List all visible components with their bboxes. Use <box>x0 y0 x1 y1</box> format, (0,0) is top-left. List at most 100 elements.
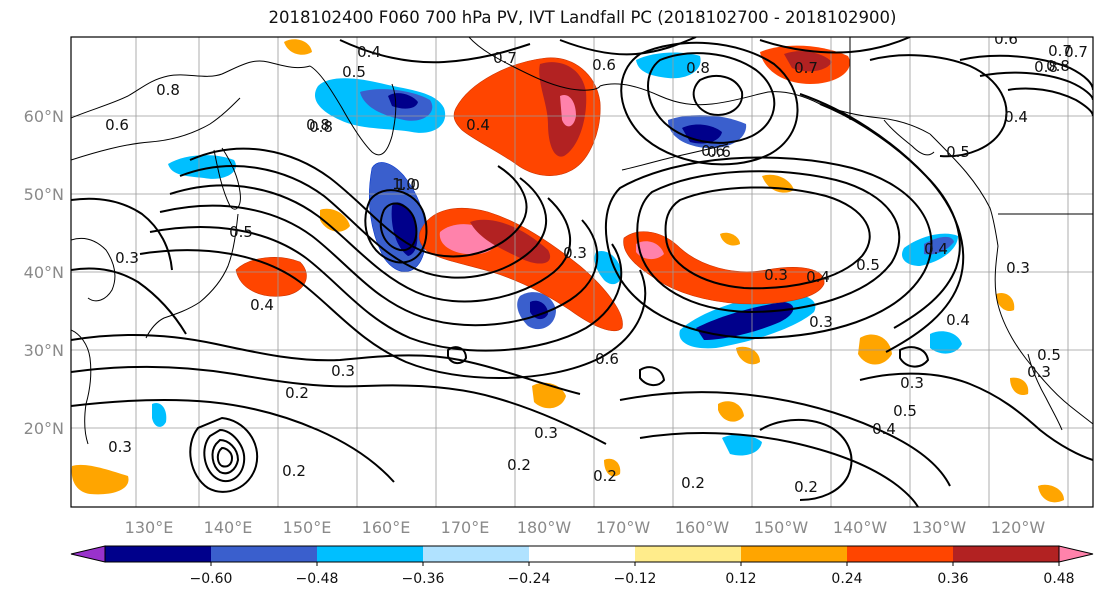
contour-label: 0.3 <box>1027 363 1051 381</box>
contour-label: 0.2 <box>507 456 531 474</box>
contour-ne-corner-2 <box>979 71 1093 101</box>
lat-tick-label: 60°N <box>24 107 64 126</box>
contour-east-sub-1 <box>619 391 951 487</box>
contour-label: 0.6 <box>105 116 129 134</box>
contour-label: 0.4 <box>1004 108 1028 126</box>
contour-label: 0.8 <box>686 59 710 77</box>
lat-tick-label: 50°N <box>24 185 64 204</box>
map-title: 2018102400 F060 700 hPa PV, IVT Landfall… <box>268 8 897 27</box>
contour-label: 0.4 <box>466 116 490 134</box>
contour-low-center-1 <box>379 202 418 252</box>
contour-label: 1.0 <box>396 176 420 194</box>
lon-tick-label: 130°E <box>125 518 174 537</box>
colorbar-tick-label: 0.36 <box>937 571 968 587</box>
fill-firebrick-aleutian <box>784 51 832 72</box>
fill-orange-isolated-3 <box>71 464 129 495</box>
coast-okhotsk <box>71 97 241 161</box>
coast-china <box>71 329 92 445</box>
contour-label: 0.4 <box>806 268 830 286</box>
colorbar-tick-label: 0.48 <box>1043 571 1074 587</box>
lon-tick-label: 160°E <box>362 518 411 537</box>
contour-label: 0.3 <box>563 244 587 262</box>
contour-typhoon-3 <box>216 446 234 468</box>
contour-label: 0.3 <box>1006 259 1030 277</box>
contour-label: 0.3 <box>108 438 132 456</box>
lat-tick-label: 20°N <box>24 419 64 438</box>
contour-ne-ridge <box>869 54 1008 158</box>
lat-tick-label: 30°N <box>24 341 64 360</box>
colorbar-segment <box>529 546 636 562</box>
lon-tick-label: 150°W <box>754 518 809 537</box>
contour-jet-2 <box>179 165 547 279</box>
lon-tick-label: 170°W <box>596 518 651 537</box>
contour-ne-pacific-2 <box>799 93 965 353</box>
contour-label: 0.7 <box>1064 43 1088 61</box>
contour-ne-pacific-1 <box>819 103 961 329</box>
contour-label: 0.5 <box>893 402 917 420</box>
lon-tick-label: 140°W <box>833 518 888 537</box>
colorbar-tick-label: −0.48 <box>296 571 339 587</box>
contour-north-3 <box>759 37 911 54</box>
contour-subtropical-3 <box>71 398 395 483</box>
contour-label: 0.2 <box>285 384 309 402</box>
contour-label: 0.4 <box>946 311 970 329</box>
contour-label: 0.6 <box>701 142 725 160</box>
contour-label: 0.8 <box>1034 58 1058 76</box>
colorbar-tick-label: −0.24 <box>508 571 551 587</box>
contour-jet-5 <box>149 226 623 352</box>
contour-typhoon-2 <box>211 438 240 475</box>
contour-label: 0.4 <box>872 420 896 438</box>
contour-hawaii <box>759 418 853 501</box>
contour-typhoon-1 <box>203 428 246 483</box>
contour-label: 0.3 <box>115 249 139 267</box>
contour-north-1 <box>339 39 531 64</box>
contour-ne-corner-1 <box>959 54 1093 91</box>
colorbar-segment <box>847 546 954 562</box>
contour-label: 0.3 <box>331 362 355 380</box>
coast-baja <box>1027 353 1063 431</box>
contour-midpacific-high-2 <box>636 170 901 314</box>
colorbar-extend-low <box>70 545 106 563</box>
lon-tick-label: 120°W <box>991 518 1046 537</box>
contour-alaska-low-2 <box>620 41 799 166</box>
contour-jet-4 <box>159 204 599 327</box>
coast-alaska-panhandle <box>929 133 999 247</box>
colorbar-segment <box>953 546 1060 562</box>
latitude-tick-labels: 20°N 30°N 40°N 50°N 60°N <box>24 107 64 438</box>
fill-orange-isolated-7 <box>996 292 1015 312</box>
map-frame <box>70 36 1094 508</box>
contour-north-2 <box>559 37 697 56</box>
fill-pink-ridge <box>560 94 576 127</box>
colorbar-segment <box>211 546 318 562</box>
fill-orange-sw <box>532 382 566 409</box>
contour-midpacific-high-3 <box>604 156 933 340</box>
contour-low-center-2 <box>364 189 428 264</box>
contour-label: 0.4 <box>250 296 274 314</box>
contour-label: 0.7 <box>794 59 818 77</box>
fill-orange-isolated-6 <box>736 346 760 365</box>
coastlines <box>71 37 1093 445</box>
colorbar-frame <box>104 545 1060 563</box>
fill-cyan-gulf-alaska <box>636 52 701 79</box>
fill-cyan-tropics <box>152 402 167 427</box>
contour-label: 0.3 <box>900 374 924 392</box>
contour-small-1 <box>447 346 468 364</box>
contour-label: 1.0 <box>392 175 416 193</box>
contour-label: 0.4 <box>924 240 948 258</box>
contour-east-sub-2 <box>639 432 919 507</box>
fill-orange-isolated-1 <box>604 458 621 477</box>
graticule <box>71 37 1093 507</box>
contour-label: 0.8 <box>306 116 330 134</box>
contour-label: 0.3 <box>809 313 833 331</box>
coast-korea <box>71 237 116 302</box>
fill-orange-isolated-8 <box>1010 377 1029 396</box>
contour-label: 0.5 <box>856 256 880 274</box>
colorbar-tick-label: −0.36 <box>402 571 445 587</box>
contour-west-2 <box>71 267 187 335</box>
contour-label: 0.6 <box>707 143 731 161</box>
colorbar-tick-label: 0.24 <box>831 571 862 587</box>
contour-label: 0.8 <box>156 81 180 99</box>
contour-jet-3 <box>169 184 572 303</box>
colorbar-segment <box>635 546 742 562</box>
